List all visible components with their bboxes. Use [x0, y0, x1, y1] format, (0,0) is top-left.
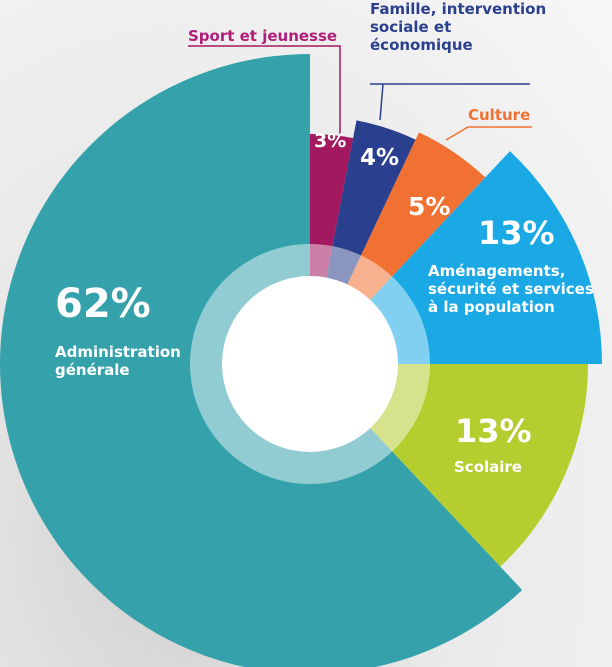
category-label: Famille, intervention sociale et économi…	[370, 0, 550, 54]
value-label: 4%	[360, 145, 399, 173]
donut-hole	[222, 276, 398, 452]
category-label: Scolaire	[454, 458, 522, 476]
value-label: 3%	[314, 130, 346, 153]
leader-line	[446, 127, 532, 140]
category-label: Culture	[468, 106, 530, 124]
value-label: 13%	[455, 412, 532, 450]
category-label: Aménagements, sécurité et services à la …	[428, 262, 608, 316]
value-label: 13%	[478, 214, 555, 252]
category-label: Sport et jeunesse	[188, 27, 337, 45]
value-label: 62%	[55, 280, 151, 328]
value-label: 5%	[408, 192, 450, 222]
chart	[0, 0, 612, 667]
category-label: Administration générale	[55, 343, 195, 379]
page: (() => { const data = JSON.parse(documen…	[0, 0, 612, 667]
